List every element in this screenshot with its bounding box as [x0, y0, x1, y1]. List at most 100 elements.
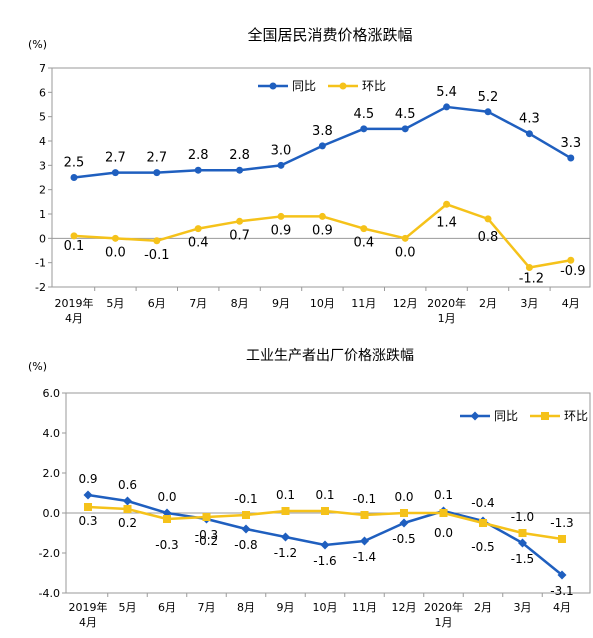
- data-label: 2.8: [188, 148, 209, 163]
- data-label: -0.5: [471, 540, 494, 554]
- y-tick-label: -4.0: [39, 587, 60, 600]
- data-label: 0.4: [188, 236, 209, 251]
- data-point: [525, 130, 533, 138]
- data-label: 0.0: [157, 490, 176, 504]
- y-unit-label: (%): [28, 360, 47, 373]
- y-tick-label: 7: [39, 62, 46, 75]
- data-label: -1.2: [519, 272, 544, 287]
- x-tick-label: 2月: [479, 297, 497, 310]
- data-point: [399, 518, 409, 528]
- data-point: [281, 507, 290, 515]
- series-line-yoy: [73, 105, 572, 179]
- data-label: 2.7: [146, 151, 167, 166]
- data-point: [360, 225, 368, 233]
- data-label: -1.0: [511, 510, 534, 524]
- data-label: 0.9: [271, 223, 292, 238]
- y-tick-label: 1: [39, 208, 46, 221]
- legend-marker: [269, 82, 277, 90]
- data-point: [400, 509, 408, 517]
- data-point: [236, 166, 244, 174]
- x-tick-label: 10月: [310, 297, 335, 310]
- data-label: 0.0: [395, 245, 416, 260]
- data-label: -0.2: [195, 534, 218, 548]
- y-tick-label: -2: [35, 281, 46, 294]
- data-point: [194, 225, 202, 233]
- x-tick-label: 9月: [272, 297, 290, 310]
- x-tick-label: 12月: [393, 297, 418, 310]
- data-label: 4.5: [353, 107, 374, 122]
- ppi-chart: 工业生产者出厂价格涨跌幅 (%) 6.0 4.0 2.0 0.0 -2.0 -4.0 2019年…: [28, 348, 591, 629]
- x-tick-label: 2月: [474, 601, 492, 614]
- x-tick-label: 4月: [79, 616, 97, 629]
- data-label: 4.3: [519, 112, 540, 127]
- data-point: [321, 507, 329, 515]
- data-point: [401, 125, 409, 133]
- chart-title: 全国居民消费价格涨跌幅: [247, 26, 412, 44]
- legend-label: 同比: [494, 409, 518, 423]
- x-tick-label: 4月: [553, 601, 571, 614]
- data-point: [70, 174, 78, 181]
- legend-label: 同比: [292, 79, 316, 93]
- data-label: 0.6: [118, 478, 137, 492]
- data-label: -3.1: [550, 584, 573, 598]
- data-label: -0.1: [144, 248, 169, 263]
- data-point: [194, 166, 202, 174]
- data-point: [123, 496, 132, 506]
- data-label: -1.4: [353, 550, 376, 564]
- data-label: 0.0: [394, 490, 413, 504]
- data-label: 2.8: [229, 148, 250, 163]
- data-label: -0.3: [155, 538, 178, 552]
- data-label: 2.7: [105, 151, 126, 166]
- x-tick-label: 1月: [438, 312, 456, 325]
- data-label: 4.5: [395, 107, 416, 122]
- chart-title: 工业生产者出厂价格涨跌幅: [246, 348, 414, 364]
- x-tick-label: 3月: [514, 601, 532, 614]
- data-label: -0.9: [560, 264, 585, 279]
- y-tick-label: -2.0: [39, 547, 60, 560]
- x-tick-label: 8月: [231, 297, 249, 310]
- data-point: [111, 234, 119, 242]
- data-point: [84, 503, 92, 511]
- x-tick-label: 7月: [198, 601, 216, 614]
- data-label: 5.2: [478, 90, 499, 105]
- data-point: [360, 125, 368, 133]
- data-point: [202, 513, 211, 521]
- y-tick-label: 4.0: [43, 427, 61, 440]
- x-tick-label: 1月: [435, 616, 453, 629]
- data-label: -0.5: [392, 532, 415, 546]
- data-point: [70, 232, 78, 240]
- y-tick-label: 6.0: [43, 387, 61, 400]
- data-label: 0.7: [229, 228, 250, 243]
- data-label: 3.8: [312, 124, 333, 139]
- x-tick-label: 11月: [352, 601, 377, 614]
- y-tick-label: -1: [35, 257, 46, 270]
- data-point: [236, 217, 244, 225]
- x-tick-label: 6月: [148, 297, 166, 310]
- x-tick-label: 4月: [562, 297, 580, 310]
- x-tick-label: 11月: [351, 297, 376, 310]
- y-tick-label: 5: [39, 111, 46, 124]
- x-tick-label: 9月: [277, 601, 295, 614]
- data-label: 5.4: [436, 85, 457, 100]
- data-point: [277, 212, 285, 220]
- x-tick-label: 8月: [237, 601, 255, 614]
- data-point: [479, 519, 487, 527]
- data-point: [525, 264, 533, 272]
- data-label: -0.1: [234, 492, 257, 506]
- data-label: 0.3: [78, 514, 97, 528]
- data-label: 0.0: [105, 245, 126, 260]
- data-point: [318, 142, 326, 150]
- data-label: 2.5: [64, 156, 85, 171]
- data-point: [360, 511, 369, 519]
- data-label: 0.8: [478, 230, 499, 245]
- data-label: -1.6: [313, 554, 336, 568]
- data-label: 0.4: [353, 236, 374, 251]
- x-tick-label: 2020年: [424, 600, 463, 614]
- y-tick-label: 0: [39, 232, 46, 245]
- data-point: [111, 169, 119, 177]
- data-point: [518, 529, 527, 537]
- data-point: [567, 256, 575, 264]
- legend-marker: [541, 412, 549, 420]
- data-point: [123, 505, 132, 513]
